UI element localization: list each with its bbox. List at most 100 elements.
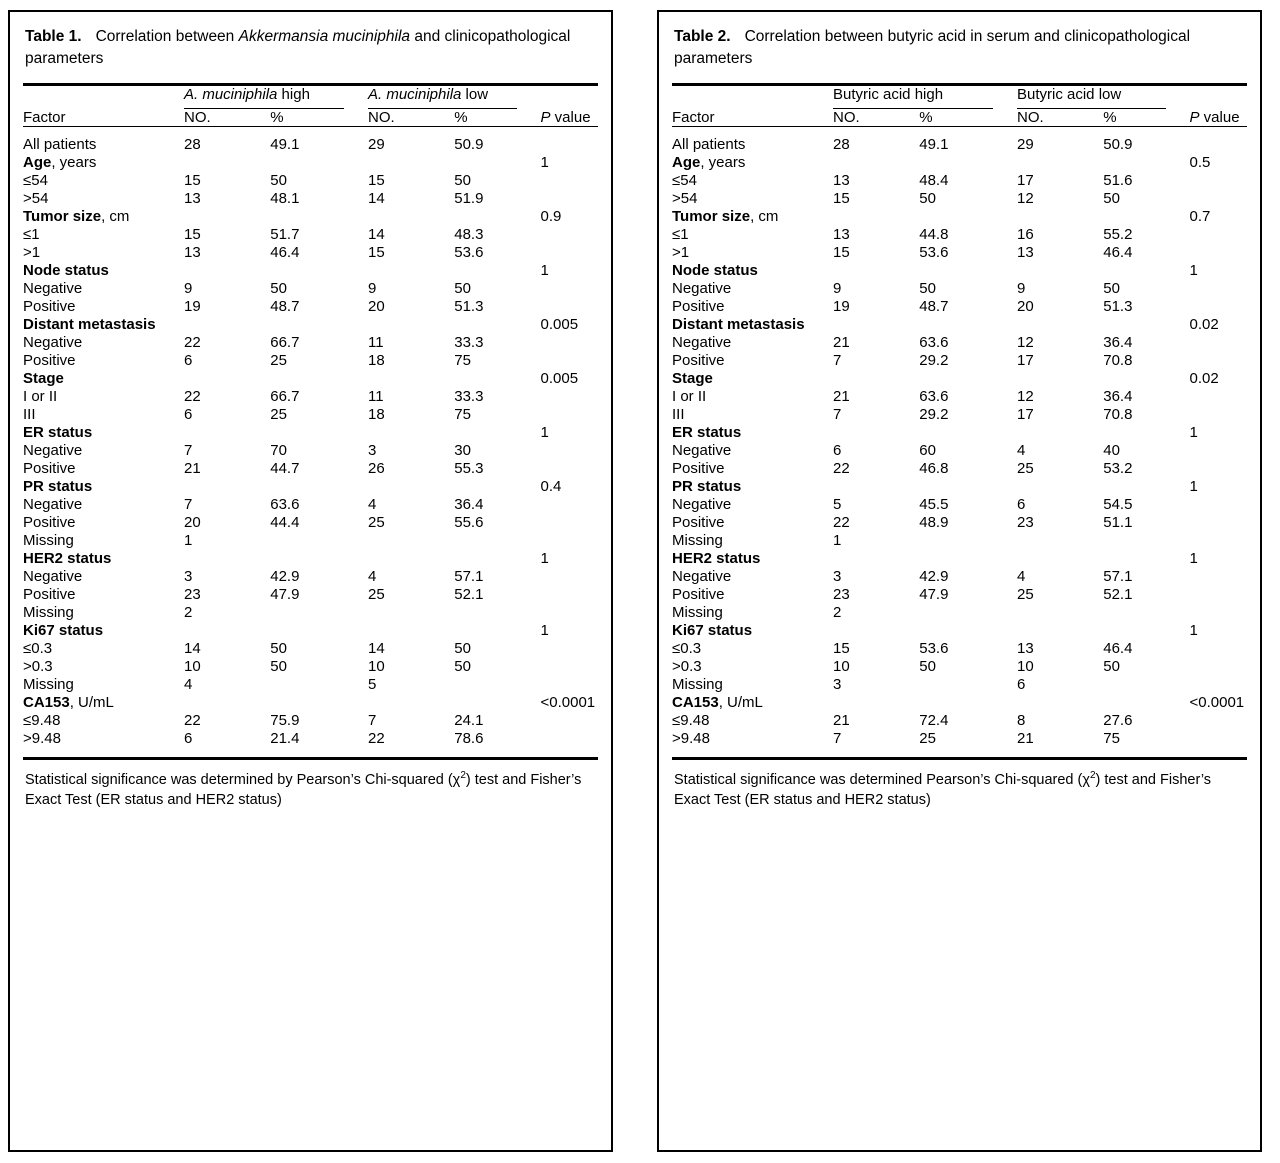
table-row: Missing 2	[23, 604, 598, 622]
table-row: ≤0.3 15 53.6 13 46.4	[672, 640, 1247, 658]
factor-cell: >1	[672, 243, 690, 261]
group1-rest-part: high	[277, 85, 310, 103]
value-cell: 7	[833, 729, 842, 747]
value-cell: 29.2	[919, 351, 949, 369]
value-cell	[1103, 676, 1189, 694]
table1-label: Table 1.	[25, 28, 82, 45]
value-cell	[454, 208, 540, 226]
factor-cell: >1	[23, 243, 41, 261]
table-row: Missing 2	[672, 604, 1247, 622]
value-cell: 13	[1017, 639, 1034, 657]
table1-caption: Table 1. Correlation between Akkermansia …	[25, 26, 596, 71]
table-row: PR status 0.4	[23, 478, 598, 496]
value-cell: 70.8	[1103, 351, 1133, 369]
table-row: >54 13 48.1 14 51.9	[23, 190, 598, 208]
factor-cell: Missing	[23, 603, 74, 621]
value-cell: 57.1	[1103, 567, 1133, 585]
value-cell: 70.8	[1103, 405, 1133, 423]
footnote-pre: Statistical significance was determined …	[25, 771, 461, 788]
table-row: >0.3 10 50 10 50	[23, 658, 598, 676]
value-cell	[368, 424, 454, 442]
value-cell	[368, 604, 454, 622]
value-cell	[184, 478, 270, 496]
value-cell: 29	[1017, 135, 1034, 153]
table-row: ≤1 13 44.8 16 55.2	[672, 226, 1247, 244]
value-cell: 47.9	[270, 585, 300, 603]
value-cell: 50	[270, 639, 287, 657]
p-value-cell	[541, 532, 599, 550]
value-cell: 72.4	[919, 711, 949, 729]
table2-footnote: Statistical significance was determined …	[674, 770, 1245, 811]
no-subheader: NO.	[1017, 108, 1104, 127]
value-cell: 51.9	[454, 189, 484, 207]
value-cell	[919, 262, 1017, 280]
table-row: Negative 7 70 3 30	[23, 442, 598, 460]
table-row: Distant metastasis 0.02	[672, 316, 1247, 334]
table-row: Positive 22 46.8 25 53.2	[672, 460, 1247, 478]
value-cell: 63.6	[919, 387, 949, 405]
value-cell	[833, 424, 919, 442]
p-value-cell: 1	[1189, 423, 1198, 441]
table1-box: Table 1. Correlation between Akkermansia …	[8, 10, 613, 1152]
table-row: Positive 6 25 18 75	[23, 352, 598, 370]
value-cell: 12	[1017, 387, 1034, 405]
p-value-cell: 0.7	[1189, 207, 1211, 225]
value-cell: 22	[833, 459, 850, 477]
value-cell: 21	[833, 711, 850, 729]
value-cell	[184, 208, 270, 226]
table1-footnote: Statistical significance was determined …	[25, 770, 596, 811]
table-row: Negative 9 50 9 50	[23, 280, 598, 298]
value-cell: 26	[368, 459, 385, 477]
value-cell: 19	[184, 297, 201, 315]
p-value-cell	[1190, 460, 1248, 478]
value-cell: 9	[833, 279, 842, 297]
value-cell	[1103, 622, 1189, 640]
factor-cell: Distant metastasis	[672, 315, 805, 333]
value-cell: 20	[184, 513, 201, 531]
value-cell	[270, 154, 368, 172]
p-value-cell	[1190, 730, 1248, 759]
value-cell: 3	[833, 567, 842, 585]
p-value-cell	[1190, 334, 1248, 352]
table-row: >54 15 50 12 50	[672, 190, 1247, 208]
table-row: Stage 0.005	[23, 370, 598, 388]
p-value-cell	[1190, 658, 1248, 676]
p-value-cell	[541, 126, 599, 154]
value-cell	[270, 694, 368, 712]
value-cell	[270, 676, 368, 694]
factor-cell: ≤1	[23, 225, 40, 243]
table2-caption: Table 2. Correlation between butyric acid…	[674, 26, 1245, 71]
value-cell: 50	[1103, 189, 1120, 207]
value-cell	[919, 370, 1017, 388]
value-cell: 75	[454, 405, 471, 423]
table-row: HER2 status 1	[23, 550, 598, 568]
factor-cell: >54	[23, 189, 49, 207]
pvalue-column-header: P value	[540, 84, 598, 127]
factor-cell: I or II	[23, 387, 58, 405]
factor-cell: Negative	[672, 279, 732, 297]
value-cell: 4	[368, 495, 377, 513]
p-value-cell	[541, 334, 599, 352]
factor-cell: Missing	[23, 675, 74, 693]
table-row: PR status 1	[672, 478, 1247, 496]
value-cell: 48.7	[270, 297, 300, 315]
value-cell	[270, 532, 368, 550]
p-value-cell	[1190, 126, 1248, 154]
value-cell	[1017, 208, 1103, 226]
factor-cell: ≤54	[672, 171, 697, 189]
p-value-cell	[1190, 388, 1248, 406]
factor-cell: >9.48	[672, 729, 710, 747]
value-cell: 10	[368, 657, 385, 675]
p-value-cell: 1	[1189, 621, 1198, 639]
value-cell: 29.2	[919, 405, 949, 423]
value-cell	[368, 262, 454, 280]
value-cell	[1017, 694, 1103, 712]
p-value-cell: 0.005	[540, 369, 579, 387]
value-cell: 14	[368, 225, 385, 243]
value-cell: 46.4	[1103, 243, 1133, 261]
value-cell	[919, 604, 1017, 622]
p-value-cell	[1190, 298, 1248, 316]
value-cell: 4	[184, 675, 193, 693]
value-cell	[1103, 424, 1189, 442]
value-cell: 21	[184, 459, 201, 477]
